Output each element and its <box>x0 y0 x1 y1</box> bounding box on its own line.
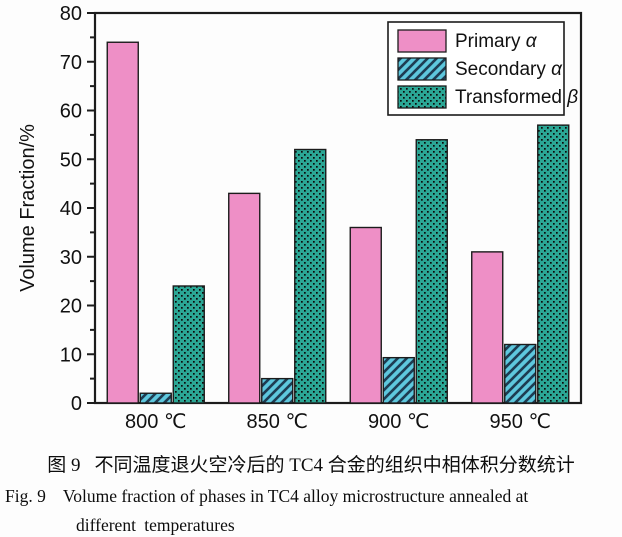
y-tick-label: 70 <box>60 52 82 74</box>
legend-swatch-primary-alpha <box>397 29 447 53</box>
y-tick-label: 80 <box>60 3 82 25</box>
caption-zh-label: 图 9 <box>47 455 81 476</box>
bar-primary-alpha-900 <box>349 226 382 404</box>
x-tick-label: 850 ℃ <box>247 411 308 433</box>
figure-caption: 图 9 不同温度退火空冷后的 TC4 合金的组织中相体积分数统计 Fig. 9 Vo… <box>0 450 622 536</box>
bar-chart: 0 10 20 30 40 50 60 70 80 Volume Fraction/% 800 ℃ 8… <box>17 3 583 433</box>
bar-secondary-alpha-950 <box>504 343 537 404</box>
legend-label-secondary-alpha: Secondary α <box>455 59 563 80</box>
y-tick-label: 10 <box>60 344 82 366</box>
caption-en-label: Fig. 9 <box>5 486 46 506</box>
bar-transformed-beta-850 <box>294 148 327 404</box>
bar-secondary-alpha-850 <box>261 377 294 404</box>
caption-zh-text: 不同温度退火空冷后的 TC4 合金的组织中相体积分数统计 <box>94 455 575 476</box>
y-tick-label: 0 <box>71 393 82 415</box>
legend-label-transformed-beta: Transformed β <box>455 87 578 108</box>
y-tick-label: 20 <box>60 296 82 318</box>
bar-transformed-beta-900 <box>415 139 448 404</box>
caption-en-text: Volume fraction of phases in TC4 alloy m… <box>62 486 529 506</box>
caption-english-line1: Fig. 9 Volume fraction of phases in TC4 a… <box>0 486 622 507</box>
bar-primary-alpha-800 <box>106 41 139 404</box>
bar-transformed-beta-800 <box>172 285 205 404</box>
legend-swatch-transformed-beta <box>397 85 447 109</box>
bar-primary-alpha-850 <box>228 192 261 404</box>
x-tick-label: 800 ℃ <box>125 411 186 433</box>
x-tick-label: 950 ℃ <box>490 411 551 433</box>
caption-english-line2: different temperatures <box>76 515 235 535</box>
y-tick-label: 50 <box>60 149 82 171</box>
caption-chinese: 图 9 不同温度退火空冷后的 TC4 合金的组织中相体积分数统计 <box>0 450 622 477</box>
bar-secondary-alpha-800 <box>139 392 172 404</box>
legend-swatch-secondary-alpha <box>397 57 447 81</box>
x-tick-label: 900 ℃ <box>368 411 429 433</box>
y-tick-label: 60 <box>60 101 82 123</box>
bar-secondary-alpha-900 <box>382 356 415 404</box>
bar-primary-alpha-950 <box>471 251 504 404</box>
y-tick-label: 40 <box>60 198 82 220</box>
legend-label-primary-alpha: Primary α <box>455 31 538 52</box>
bar-transformed-beta-950 <box>537 124 570 404</box>
y-tick-label: 30 <box>60 247 82 269</box>
y-axis-label: Volume Fraction/% <box>17 124 39 292</box>
